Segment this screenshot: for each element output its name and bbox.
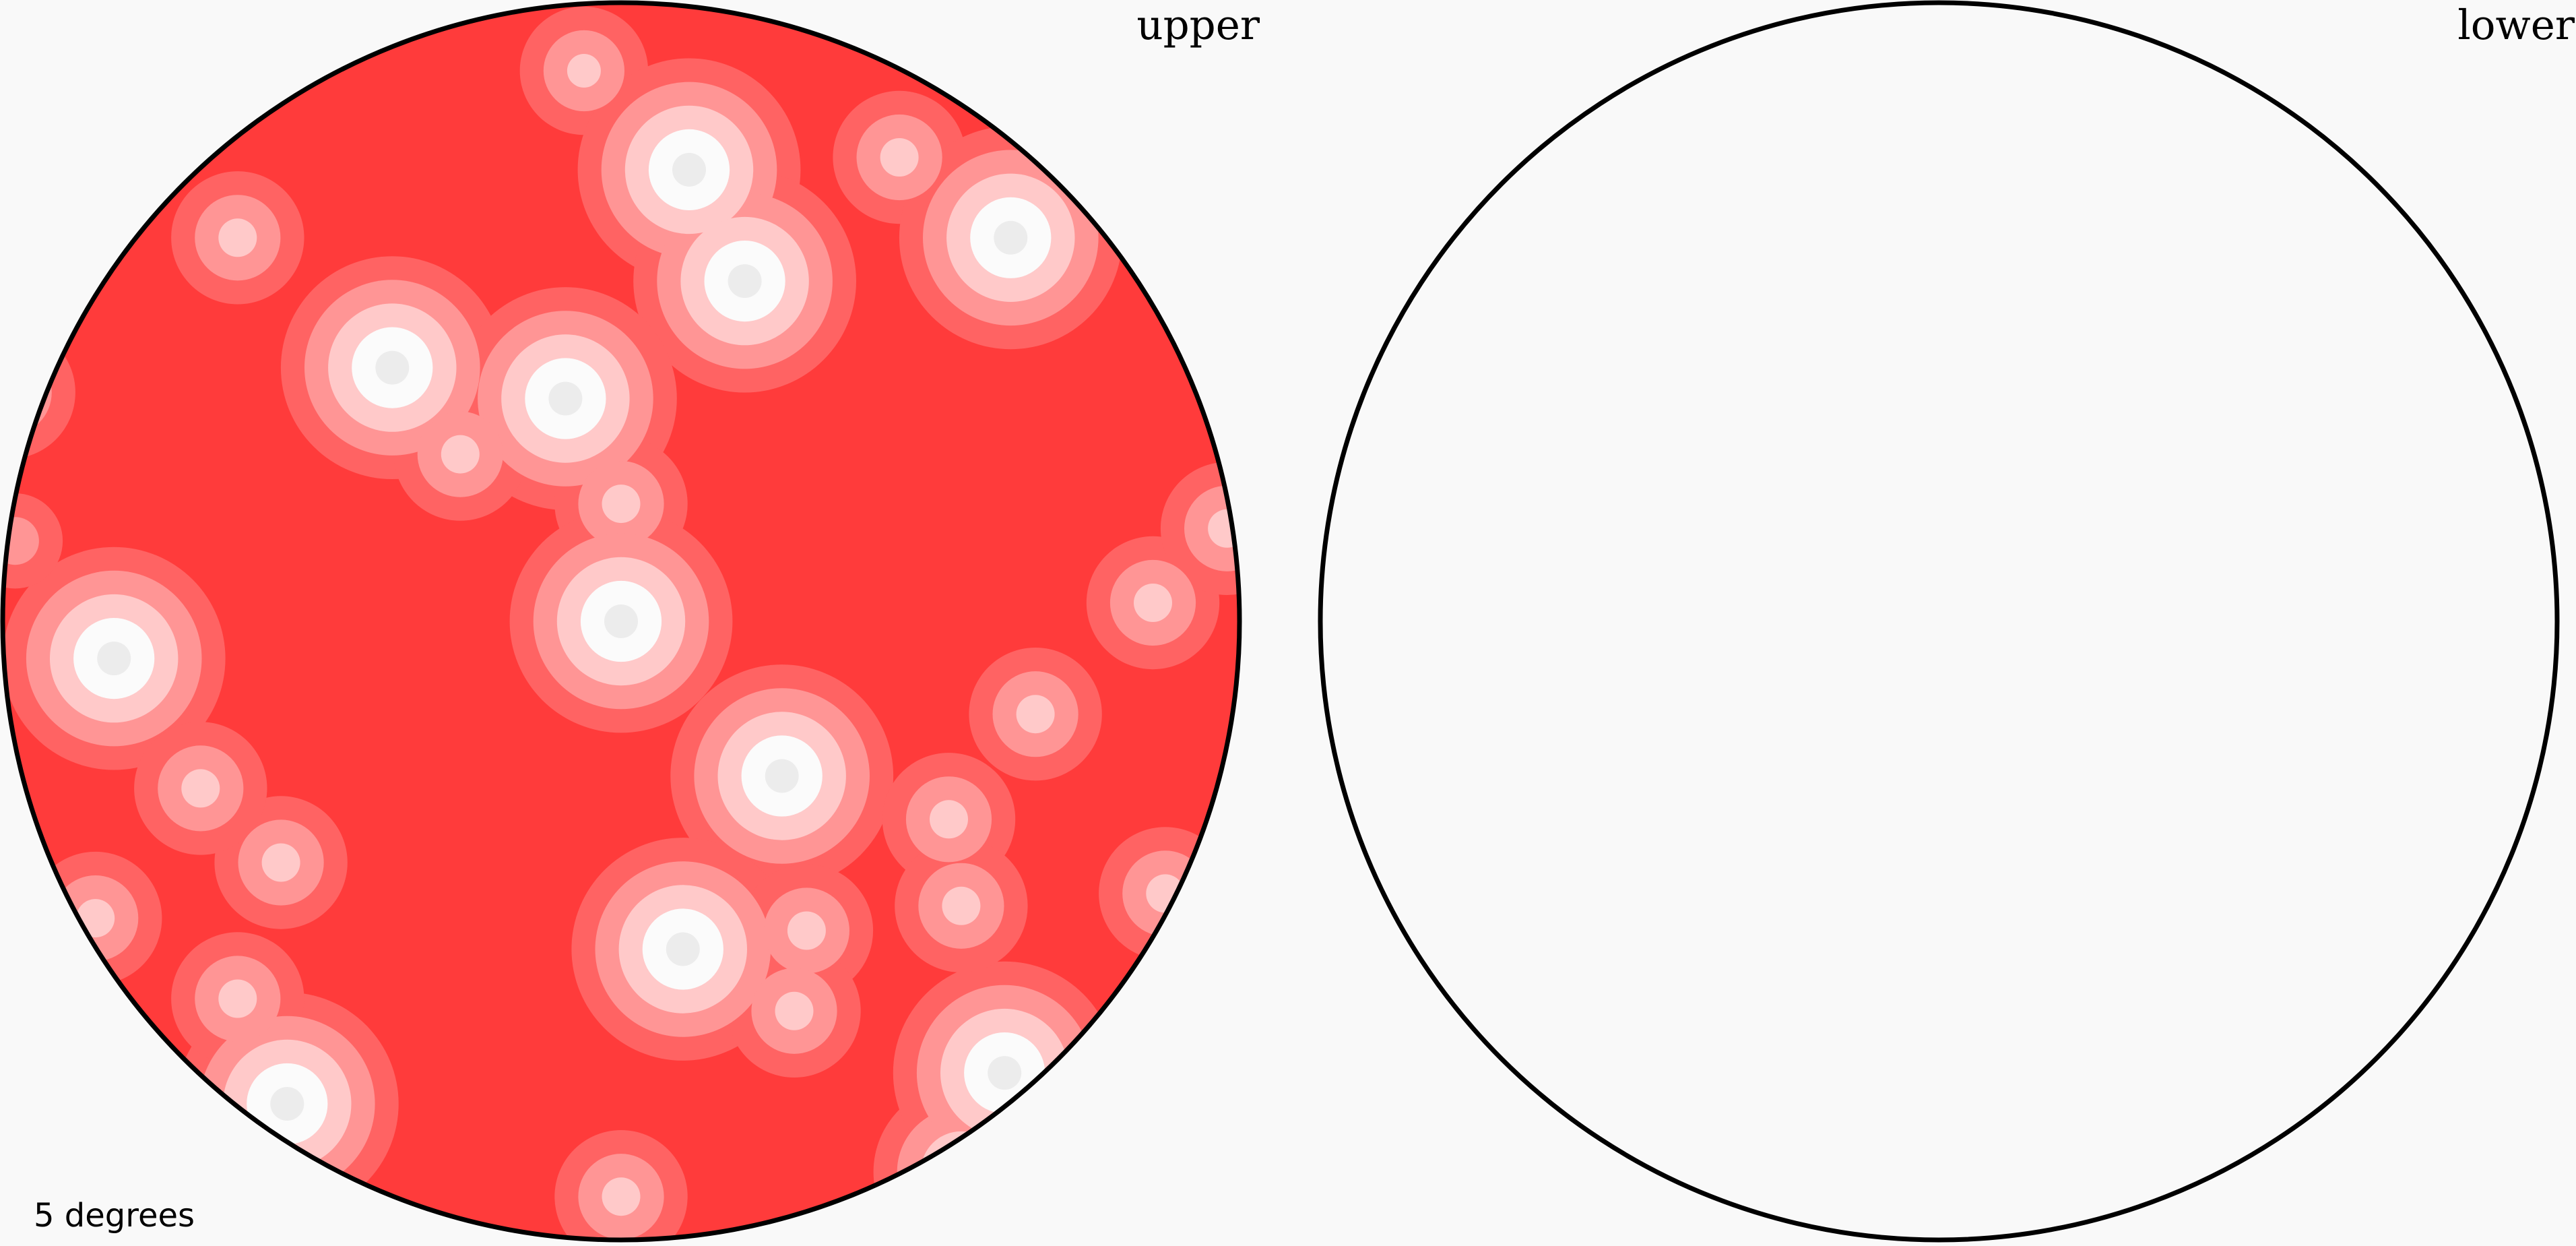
density-level-3-peak-26	[1208, 509, 1239, 548]
density-level-3-peak-15	[261, 843, 300, 882]
density-level-3-peak-22	[602, 1177, 641, 1216]
lower-hemisphere-label: lower	[2457, 1, 2575, 49]
density-level-5-peak-4	[994, 220, 1028, 255]
lower-outline	[1318, 0, 2560, 1243]
density-level-5-peak-12	[666, 932, 700, 966]
density-level-5-peak-14	[988, 1056, 1022, 1090]
density-level-3-peak-0	[567, 54, 601, 88]
density-level-5-peak-17	[97, 642, 131, 676]
lower-hemisphere	[1318, 0, 2560, 1243]
density-level-5-peak-11	[765, 759, 799, 793]
density-contours	[3, 6, 1239, 1240]
density-level-3-peak-30	[787, 911, 826, 950]
density-level-5-peak-10	[604, 604, 638, 638]
density-level-3-peak-21	[218, 979, 257, 1018]
density-level-5-peak-2	[728, 264, 762, 299]
density-level-3-peak-31	[775, 991, 814, 1030]
density-level-5-peak-7	[548, 381, 583, 416]
density-level-3-peak-20	[181, 769, 220, 808]
density-level-3-peak-13	[920, 1131, 1002, 1213]
density-level-5-peak-1	[672, 152, 706, 187]
density-level-3-peak-9	[602, 485, 641, 524]
upper-hemisphere-label: upper	[1136, 1, 1260, 49]
upper-outline	[0, 0, 1242, 1243]
upper-hemisphere	[0, 0, 1242, 1243]
density-level-3-peak-5	[218, 218, 257, 257]
density-level-3-peak-3	[880, 138, 919, 177]
density-level-3-peak-27	[1016, 695, 1055, 734]
contour-interval-annotation: 5 degrees	[34, 1197, 195, 1235]
density-level-3-peak-8	[441, 435, 480, 474]
density-level-5-peak-6	[375, 350, 410, 385]
density-level-3-peak-18	[3, 373, 28, 412]
density-level-3-peak-29	[942, 886, 981, 925]
density-level-4-peak-13	[944, 1155, 978, 1189]
density-level-3-peak-28	[76, 899, 115, 938]
density-level-5-peak-16	[270, 1087, 304, 1121]
density-level-3-peak-23	[930, 800, 968, 839]
density-level-3-peak-25	[1134, 584, 1172, 622]
